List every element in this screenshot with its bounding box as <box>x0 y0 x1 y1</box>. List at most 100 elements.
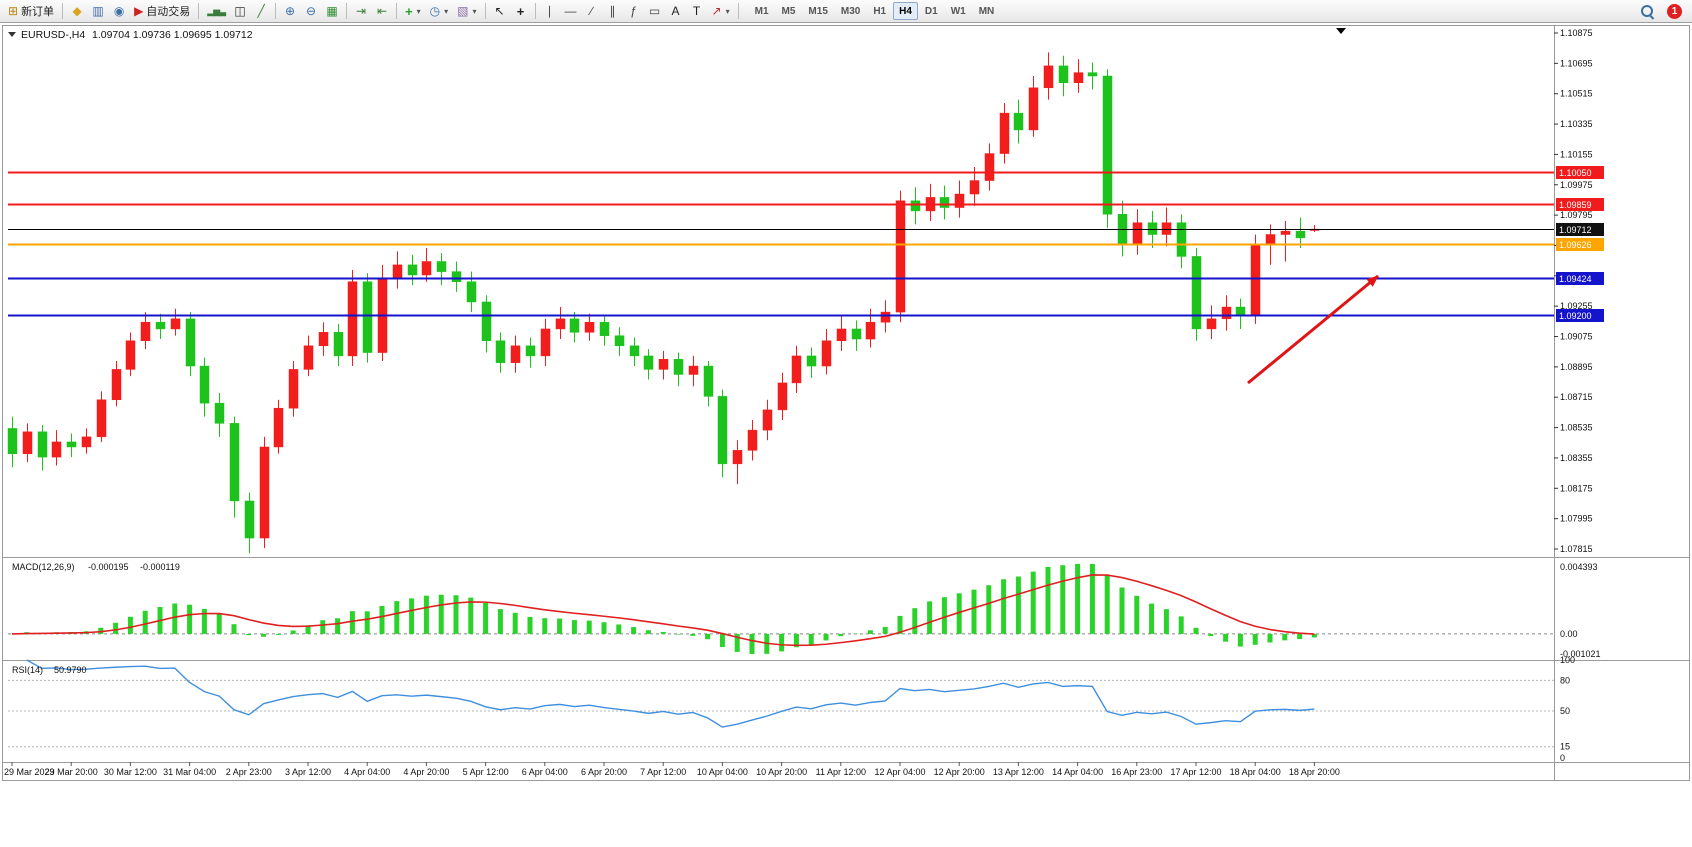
zoom-out-button[interactable]: ⊖ <box>301 2 321 21</box>
time-tick-label: 6 Apr 20:00 <box>581 767 627 777</box>
arrow-object-icon: ↗ <box>711 4 722 18</box>
price-tick-label: 1.09255 <box>1560 301 1593 311</box>
auto-trading-play-icon: ▶ <box>134 4 144 18</box>
charts-button[interactable]: ◆ <box>67 2 87 21</box>
toolbar-separator <box>737 3 739 19</box>
price-badge-label: 1.09712 <box>1559 225 1592 235</box>
price-badge-label: 1.09424 <box>1559 274 1592 284</box>
time-tick-label: 29 Mar 20:00 <box>45 767 98 777</box>
chart-shift-icon: ⇤ <box>377 4 388 18</box>
timeframe-m15-button[interactable]: M15 <box>808 5 828 17</box>
timeframe-w1-button[interactable]: W1 <box>950 5 966 17</box>
toolbar-separator <box>198 3 200 19</box>
timeframe-d1-button[interactable]: D1 <box>924 5 938 17</box>
horizontal-line-icon: — <box>564 4 577 18</box>
market-watch-button[interactable]: ▥ <box>88 2 108 21</box>
line-chart-icon: ╱ <box>257 4 265 18</box>
zoom-in-button[interactable]: ⊕ <box>280 2 300 21</box>
trendline-icon: ∕ <box>590 4 593 18</box>
price-badge-label: 1.09859 <box>1559 200 1592 210</box>
auto-trading-button[interactable]: ▶ 自动交易 <box>130 2 194 21</box>
toolbar-separator <box>275 3 277 19</box>
price-tick-label: 1.10515 <box>1560 89 1593 99</box>
candlestick-chart-button[interactable]: ◫ <box>230 2 250 21</box>
navigator-icon: ◉ <box>113 4 125 18</box>
price-badge <box>1556 272 1604 285</box>
timeframe-mn-button[interactable]: MN <box>978 5 995 17</box>
shapes-button[interactable]: ▭ <box>645 2 665 21</box>
toolbar-separator <box>534 3 536 19</box>
price-tick-label: 1.09795 <box>1560 210 1593 220</box>
navigator-button[interactable]: ◉ <box>109 2 129 21</box>
timeframe-m1-button[interactable]: M1 <box>754 5 769 17</box>
chevron-down-icon[interactable]: ▾ <box>472 6 477 16</box>
vertical-line-button[interactable]: ∣ <box>540 2 560 21</box>
toolbar-separator <box>62 3 64 19</box>
time-tick-label: 4 Apr 20:00 <box>403 767 449 777</box>
bar-chart-icon: ▂▅▃ <box>207 5 226 16</box>
crosshair-button[interactable]: + <box>511 2 531 21</box>
time-tick-label: 7 Apr 12:00 <box>640 767 686 777</box>
text-button[interactable]: A <box>666 2 686 21</box>
macd-axis-label: 0.00 <box>1560 629 1578 639</box>
price-tick-label: 1.07995 <box>1560 514 1593 524</box>
chart-canvas[interactable]: 1.10875 1.10695 1.10515 1.10335 1.10155 1.099… <box>0 23 1692 847</box>
trend-arrow-annotation[interactable] <box>1247 274 1379 385</box>
chevron-down-icon[interactable]: ▾ <box>725 6 730 16</box>
timeframe-m30-button[interactable]: M30 <box>840 5 861 17</box>
templates-button[interactable]: ▧ ▾ <box>453 2 480 21</box>
channel-button[interactable]: ∥ <box>603 2 623 21</box>
chart-title: EURUSD-,H4 <box>21 29 85 41</box>
candlestick-icon: ◫ <box>234 4 246 18</box>
time-tick-label: 12 Apr 20:00 <box>934 767 985 777</box>
chart-ohlc-values: 1.09704 1.09736 1.09695 1.09712 <box>92 29 253 41</box>
price-badge <box>1556 238 1604 251</box>
horizontal-line-button[interactable]: — <box>561 2 581 21</box>
time-tick-label: 3 Apr 12:00 <box>285 767 331 777</box>
chevron-down-icon[interactable]: ▾ <box>416 6 421 16</box>
auto-scroll-button[interactable]: ⇥ <box>351 2 371 21</box>
chevron-down-icon[interactable]: ▾ <box>444 6 449 16</box>
indicators-plus-icon: + <box>405 3 413 19</box>
new-order-button-label: 新订单 <box>21 6 55 18</box>
timeframe-h1-button[interactable]: H1 <box>873 5 887 17</box>
bar-chart-button[interactable]: ▂▅▃ <box>203 2 229 21</box>
time-tick-label: 2 Apr 23:00 <box>226 767 272 777</box>
market-watch-icon: ▥ <box>92 4 104 18</box>
fibonacci-icon: ƒ <box>630 4 637 18</box>
new-order-button[interactable]: ⊞ 新订单 <box>4 2 58 21</box>
price-tick-label: 1.10875 <box>1560 28 1593 38</box>
search-button[interactable] <box>1636 2 1659 21</box>
chart-shift-button[interactable]: ⇤ <box>372 2 392 21</box>
auto-scroll-icon: ⇥ <box>356 4 367 18</box>
timeframe-h4-button[interactable]: H4 <box>893 2 918 20</box>
label-button[interactable]: T <box>687 2 707 21</box>
rsi-label: RSI(14) <box>12 665 43 675</box>
time-tick-label: 11 Apr 12:00 <box>816 767 866 777</box>
arrows-button[interactable]: ↗ ▾ <box>708 2 734 21</box>
rsi-axis-label: 100 <box>1560 655 1575 665</box>
timeframe-m5-button[interactable]: M5 <box>781 5 796 17</box>
cursor-icon: ↖ <box>494 4 505 18</box>
fibonacci-button[interactable]: ƒ <box>624 2 644 21</box>
price-tick-label: 1.08895 <box>1560 362 1593 372</box>
symbol-dropdown-icon[interactable] <box>8 32 16 37</box>
trendline-button[interactable]: ∕ <box>582 2 602 21</box>
price-badge-label: 1.10050 <box>1559 168 1592 178</box>
chart-header: EURUSD-,H4 1.09704 1.09736 1.09695 1.097… <box>8 29 253 41</box>
price-tick-label: 1.10695 <box>1560 58 1593 68</box>
rsi-axis-label: 80 <box>1560 675 1570 685</box>
template-icon: ▧ <box>457 4 469 18</box>
chart-window: 1.10875 1.10695 1.10515 1.10335 1.10155 1.099… <box>0 23 1692 847</box>
periods-button[interactable]: ◷ ▾ <box>426 2 453 21</box>
indicators-button[interactable]: + ▾ <box>401 2 425 21</box>
search-icon <box>1640 4 1655 19</box>
tile-windows-button[interactable]: ▦ <box>322 2 342 21</box>
line-chart-button[interactable]: ╱ <box>251 2 271 21</box>
shapes-icon: ▭ <box>648 4 661 18</box>
time-tick-label: 16 Apr 23:00 <box>1111 767 1162 777</box>
chart-shift-marker[interactable] <box>1336 28 1346 34</box>
notification-badge[interactable]: 1 <box>1667 3 1682 19</box>
cursor-button[interactable]: ↖ <box>490 2 510 21</box>
